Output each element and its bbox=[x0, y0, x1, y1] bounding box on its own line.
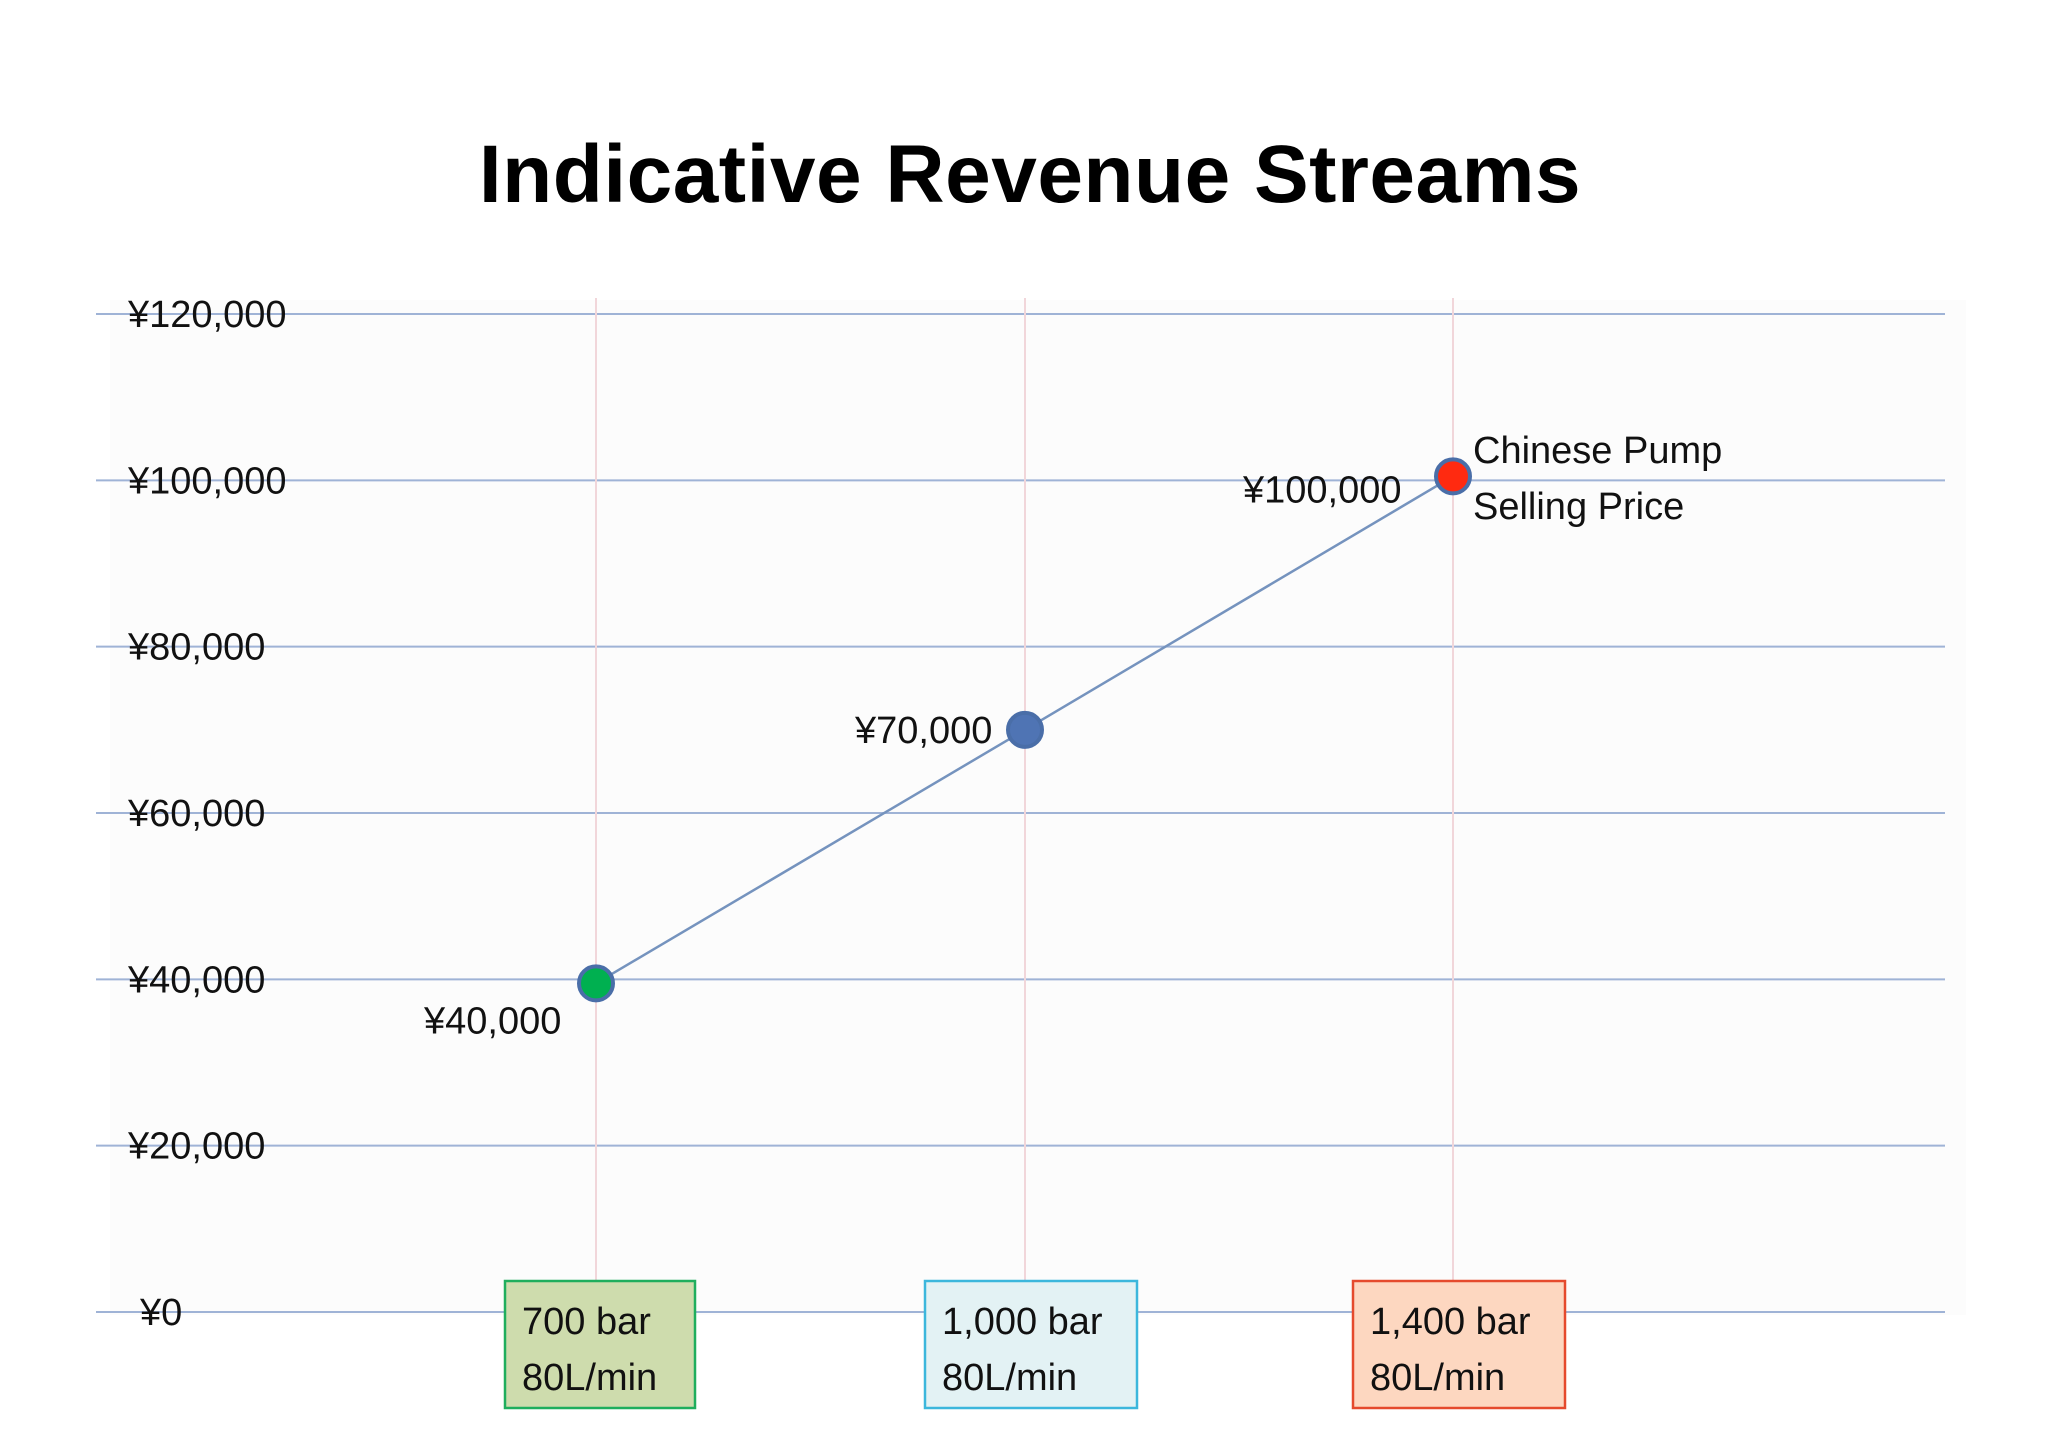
x-category-box-rect bbox=[923, 1279, 1139, 1410]
chart-title: Indicative Revenue Streams bbox=[478, 129, 1582, 220]
x-category-label-line1: 700 bar bbox=[522, 1301, 651, 1343]
x-category-label-line1: 1,400 bar bbox=[1370, 1301, 1531, 1343]
data-label: ¥70,000 bbox=[854, 710, 992, 752]
x-category-box-rect bbox=[503, 1279, 697, 1410]
y-tick-label: ¥80,000 bbox=[127, 627, 265, 669]
y-tick-label: ¥40,000 bbox=[127, 959, 265, 1001]
data-label: ¥100,000 bbox=[1242, 469, 1402, 511]
data-point-marker bbox=[577, 964, 615, 1003]
y-tick-label: ¥60,000 bbox=[127, 793, 265, 835]
x-category-box: 1,400 bar 80L/min bbox=[1351, 1279, 1567, 1410]
annotation-line2: Selling Price bbox=[1473, 486, 1684, 528]
annotation-line1: Chinese Pump bbox=[1473, 430, 1722, 472]
y-tick-label: ¥100,000 bbox=[127, 460, 287, 502]
horizontal-gridlines bbox=[96, 313, 1945, 1313]
x-category-label-line2: 80L/min bbox=[522, 1357, 657, 1399]
y-tick-label: ¥20,000 bbox=[127, 1126, 265, 1168]
x-category-label-line1: 1,000 bar bbox=[942, 1301, 1103, 1343]
y-axis-tick-labels: ¥0 ¥20,000 ¥40,000 ¥60,000 ¥80,000 ¥100,000 ¥1… bbox=[127, 294, 287, 1334]
x-category-box: 700 bar 80L/min bbox=[503, 1279, 697, 1410]
x-category-label-line2: 80L/min bbox=[1370, 1357, 1505, 1399]
series-line-layer bbox=[577, 457, 1472, 1003]
y-tick-label: ¥0 bbox=[139, 1292, 182, 1334]
x-category-box: 1,000 bar 80L/min bbox=[923, 1279, 1139, 1410]
annotation-layer: Chinese Pump Selling Price bbox=[1473, 430, 1722, 528]
data-point-marker bbox=[1434, 457, 1472, 496]
data-point-marker bbox=[1006, 710, 1044, 749]
x-category-label-line2: 80L/min bbox=[942, 1357, 1077, 1399]
y-tick-label: ¥120,000 bbox=[127, 294, 287, 336]
data-label: ¥40,000 bbox=[423, 1000, 561, 1042]
x-axis-category-boxes: 700 bar 80L/min 1,000 bar 80L/min 1,400 bar 8… bbox=[503, 1279, 1567, 1410]
x-category-box-rect bbox=[1351, 1279, 1567, 1410]
data-labels: ¥40,000 ¥70,000 ¥100,000 bbox=[423, 469, 1402, 1042]
